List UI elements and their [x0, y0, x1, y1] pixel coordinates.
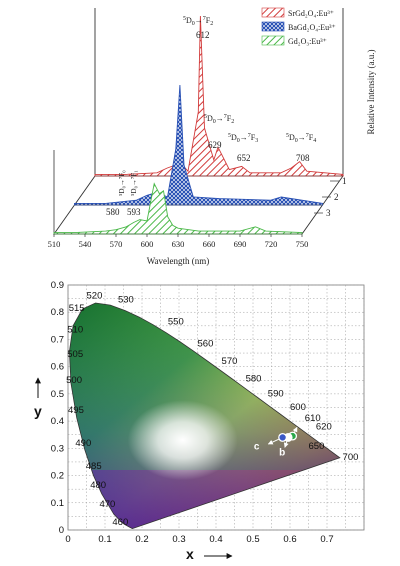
wavelength-label-560: 560: [198, 338, 214, 349]
legend-swatch-1: [261, 7, 285, 18]
cie-sample-points: a b c: [254, 412, 304, 458]
spectrum-series-3: [53, 182, 303, 235]
depth-label-1: 1: [342, 176, 347, 186]
cie-point-c: [278, 432, 288, 442]
wavelength-tick-label-630: 630: [172, 239, 185, 249]
wavelength-tick-labels: 510 540 570 600 630 660 690 720 750: [48, 234, 309, 249]
wavelength-label-550: 550: [168, 316, 184, 327]
cie-x-tick-label: 0.3: [172, 534, 185, 545]
wavelength-label-700: 700: [343, 452, 359, 463]
cie-x-tick-label: 0.1: [98, 534, 111, 545]
legend-label-3: Gd₂O₃:Eu³⁺: [288, 37, 327, 46]
spectrum-series-2: [74, 84, 323, 206]
legend-label-2: BaGd₂O₄:Eu³⁺: [288, 23, 336, 32]
wavelength-label-620: 620: [316, 421, 332, 432]
legend-label-1: SrGd₂O₄:Eu³⁺: [288, 9, 334, 18]
wavelength-tick-label-660: 660: [203, 239, 216, 249]
peak-label-652: 652: [237, 153, 251, 163]
legend-swatch-2: [261, 21, 285, 32]
cie-y-tick-label: 0.1: [51, 498, 64, 509]
cie-y-axis-label: y: [34, 403, 42, 419]
cie-y-tick-label: 0: [59, 525, 64, 536]
wavelength-label-590: 590: [268, 389, 284, 400]
cie-y-tick-label: 0.6: [51, 362, 64, 373]
depth-label-3: 3: [326, 208, 331, 218]
cie-x-tick-label: 0.4: [209, 534, 222, 545]
spectra-legend: SrGd₂O₄:Eu³⁺ BaGd₂O₄:Eu³⁺ Gd₂O₃:Eu³⁺: [261, 7, 336, 46]
cie-x-tick-label: 0.7: [320, 534, 333, 545]
wavelength-tick-label-720: 720: [265, 239, 278, 249]
cie-x-tick-label: 0.2: [135, 534, 148, 545]
legend-swatch-3: [261, 35, 285, 46]
transition-label-593: ⁵D₀→⁷F₁: [130, 170, 138, 196]
wavelength-label-480: 480: [90, 480, 106, 491]
wavelength-tick-label-600: 600: [141, 239, 154, 249]
spectra-series-group: [53, 15, 344, 235]
wavelength-label-600: 600: [290, 402, 306, 413]
wavelength-tick-label-570: 570: [110, 239, 123, 249]
cie-point-label-b: b: [279, 447, 285, 458]
wavelength-label-500: 500: [66, 375, 82, 386]
transition-label-612: 5D0→7F2: [183, 16, 213, 27]
cie-point-label-a: a: [298, 412, 304, 423]
cie-y-tick-label: 0.3: [51, 443, 64, 454]
cie-x-tick-label: 0.6: [283, 534, 296, 545]
wavelength-label-530: 530: [118, 295, 134, 306]
wavelength-label-485: 485: [86, 461, 102, 472]
wavelength-label-490: 490: [75, 438, 91, 449]
cie-chromaticity-chart: 0 0.1 0.2 0.3 0.4 0.5 0.6 0.7 0 0.1 0.2 0.3 0.4 0.5 0.…: [34, 280, 365, 562]
wavelength-label-460: 460: [112, 517, 128, 528]
wavelength-label-505: 505: [67, 349, 83, 360]
wavelength-label-610: 610: [305, 413, 321, 424]
spectral-locus: [68, 302, 341, 530]
wavelength-label-580: 580: [246, 374, 262, 385]
peak-label-612: 612: [196, 30, 210, 40]
cie-point-label-c: c: [254, 441, 260, 452]
cie-y-tick-label: 0.7: [51, 334, 64, 345]
cie-y-tick-label: 0.4: [51, 416, 64, 427]
emission-spectra-chart: 510 540 570 600 630 660 690 720 750 Wavelength (…: [48, 7, 376, 266]
peak-annotations: 5D0→7F2 612 5D0→7F2 629 5D0→7F3 652 5D0→…: [106, 16, 316, 217]
wavelength-axis-label: Wavelength (nm): [147, 256, 210, 266]
wavelength-tick-label-750: 750: [296, 239, 309, 249]
peak-label-629: 629: [208, 140, 222, 150]
peak-label-708: 708: [296, 153, 310, 163]
depth-label-2: 2: [334, 192, 339, 202]
wavelength-label-650: 650: [309, 441, 325, 452]
transition-label-580: ⁵D₀→⁷F₀: [118, 170, 126, 196]
spectrum-series-1: [94, 15, 344, 177]
wavelength-tick-label-690: 690: [234, 239, 247, 249]
wavelength-tick-label-510: 510: [48, 239, 61, 249]
cie-y-tick-label: 0.5: [51, 389, 64, 400]
wavelength-tick-label-540: 540: [79, 239, 92, 249]
peak-label-580: 580: [106, 207, 120, 217]
transition-label-652: 5D0→7F3: [228, 133, 258, 144]
transition-label-708: 5D0→7F4: [286, 133, 316, 144]
cie-y-tick-label: 0.2: [51, 471, 64, 482]
intensity-axis-label: Relative Intensity (a.u.): [366, 50, 376, 135]
peak-label-593: 593: [127, 207, 141, 217]
cie-x-tick-label: 0: [65, 534, 70, 545]
wavelength-label-515: 515: [69, 303, 85, 314]
cie-y-tick-label: 0.9: [51, 280, 64, 291]
series-depth-labels: 123: [314, 176, 347, 218]
cie-y-tick-label: 0.8: [51, 307, 64, 318]
cie-x-axis-label: x: [186, 546, 194, 562]
gamut-white-region: [127, 400, 238, 481]
cie-x-tick-label: 0.5: [246, 534, 259, 545]
cie-tick-labels: 0 0.1 0.2 0.3 0.4 0.5 0.6 0.7 0 0.1 0.2 0.3 0.4 0.5 0.…: [51, 280, 334, 545]
wavelength-label-520: 520: [87, 291, 103, 302]
wavelength-label-510: 510: [67, 325, 83, 336]
wavelength-label-470: 470: [99, 499, 115, 510]
wavelength-label-570: 570: [222, 356, 238, 367]
wavelength-label-495: 495: [68, 405, 84, 416]
transition-label-629: 5D0→7F2: [204, 114, 234, 125]
